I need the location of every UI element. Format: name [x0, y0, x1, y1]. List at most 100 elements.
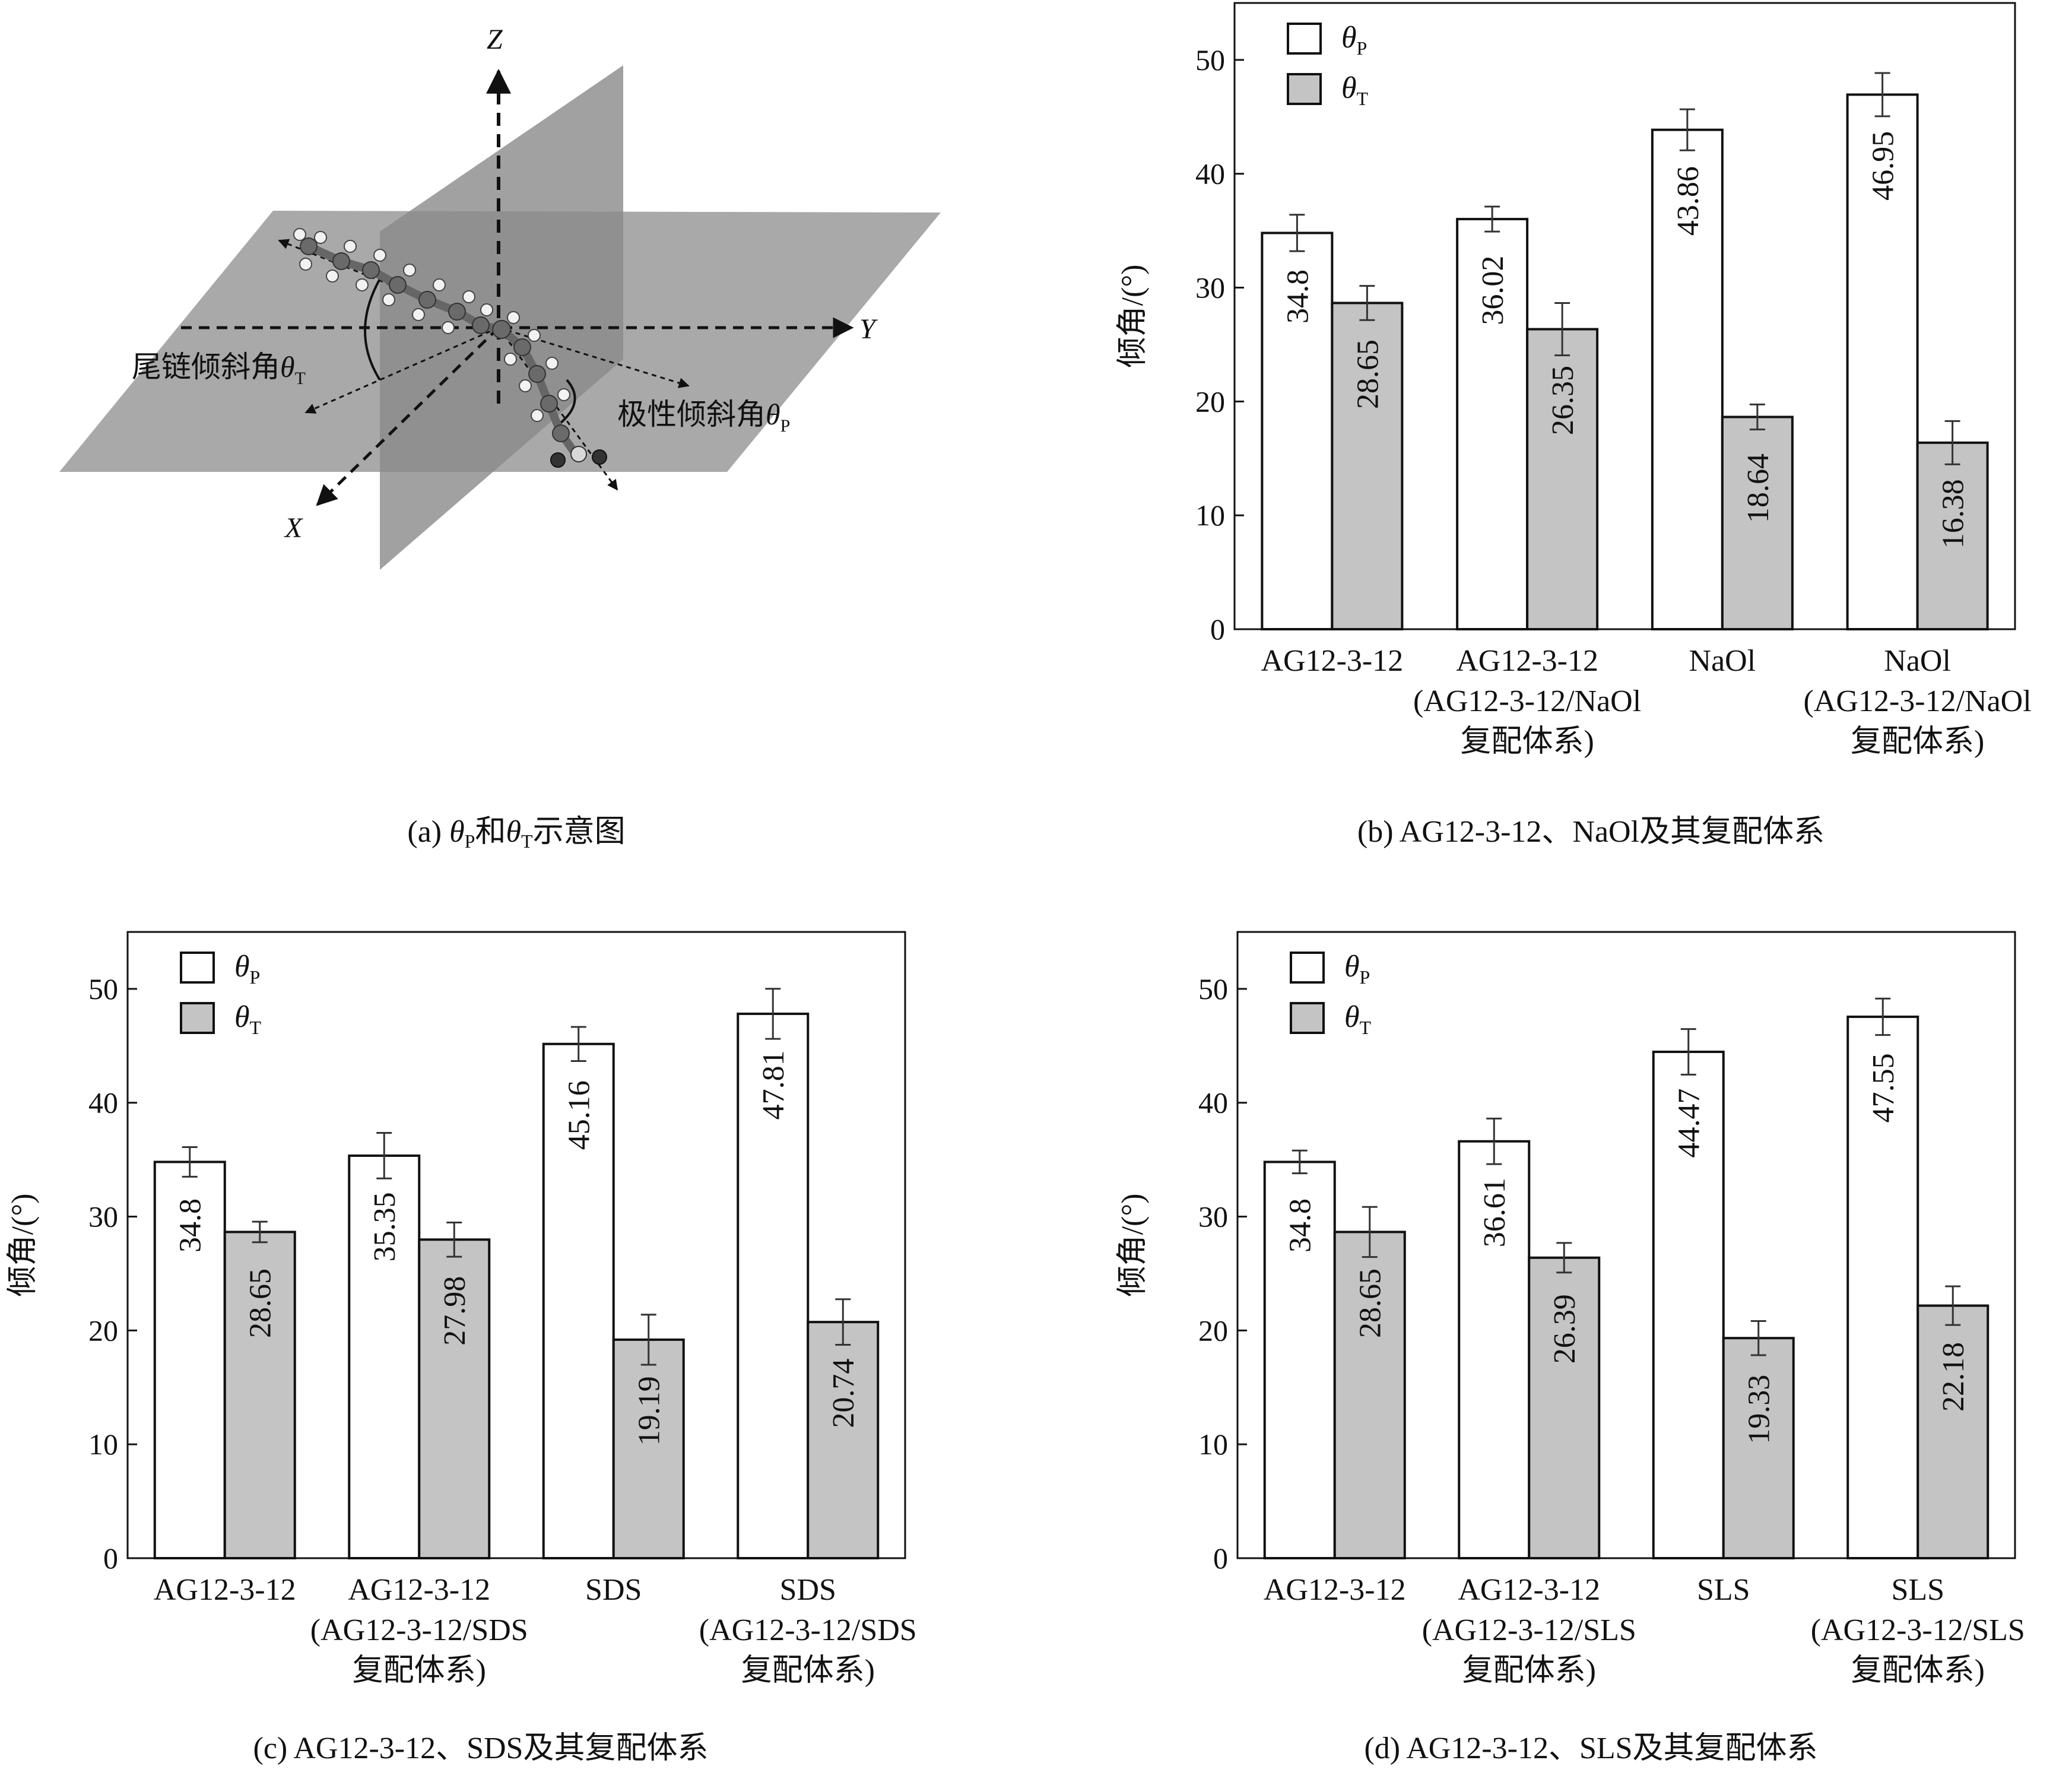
- data-label: 44.47: [1673, 1088, 1706, 1158]
- bar-theta-t: [612, 1338, 685, 1559]
- x-category-label: (AG12-3-12/SDS: [699, 1613, 917, 1647]
- bar-theta-p: [1456, 218, 1529, 630]
- y-tick-label: 40: [1198, 1086, 1228, 1120]
- caption-c: (c) AG12-3-12、SDS及其复配体系: [253, 1732, 709, 1765]
- x-category-label: AG12-3-12: [1456, 644, 1598, 678]
- x-category-label: 复配体系): [1462, 1654, 1596, 1688]
- data-label: 27.98: [438, 1276, 472, 1346]
- polar-direction-arrow: [497, 327, 618, 491]
- data-label: 16.38: [1937, 479, 1971, 548]
- data-label: 45.16: [563, 1080, 596, 1150]
- y-tick-label: 40: [1195, 157, 1225, 191]
- x-category-label: NaOl: [1884, 644, 1951, 678]
- x-category-label: SDS: [585, 1573, 642, 1607]
- y-tick-label: 10: [1198, 1428, 1228, 1461]
- y-tick-label: 10: [1195, 499, 1225, 532]
- bar-theta-t: [1722, 1337, 1795, 1559]
- bar-theta-p: [542, 1042, 615, 1559]
- y-tick-label: 40: [88, 1086, 118, 1120]
- axis-z-label: Z: [487, 24, 503, 55]
- y-tick-label: 30: [88, 1200, 118, 1233]
- x-category-label: (AG12-3-12/NaOl: [1413, 684, 1641, 718]
- data-label: 18.64: [1741, 454, 1775, 523]
- chart-panel-c: 0 10 20 30 40 50 倾角/(°) 34.8 28.65 AG12-3-12 35.35…: [6, 931, 917, 1688]
- data-label: 28.65: [1354, 1269, 1388, 1338]
- data-label: 46.95: [1867, 131, 1900, 201]
- data-label: 36.02: [1476, 256, 1510, 325]
- x-category-label: 复配体系): [741, 1654, 875, 1688]
- data-label: 19.33: [1743, 1375, 1776, 1444]
- chart-panel-d: 0 10 20 30 40 50 倾角/(°) 34.8 28.65 AG12-3-12 36.61…: [1116, 931, 2025, 1688]
- surfactant-molecule: [293, 228, 607, 468]
- bar-theta-t: [418, 1238, 491, 1559]
- bar-theta-t: [223, 1231, 296, 1559]
- y-tick-label: 50: [1198, 972, 1228, 1006]
- tail-tilt-label: 尾链倾斜角θT: [132, 350, 306, 388]
- polar-tilt-label: 极性倾斜角θP: [617, 398, 790, 436]
- y-tick-label: 10: [88, 1428, 118, 1461]
- x-category-label: AG12-3-12: [1261, 644, 1404, 678]
- x-category-label: SDS: [780, 1573, 836, 1607]
- legend-label: θT: [1341, 71, 1369, 109]
- bar-theta-p: [1652, 1050, 1725, 1559]
- data-label: 20.74: [827, 1359, 861, 1428]
- x-category-label: SLS: [1697, 1573, 1750, 1607]
- y-tick-label: 0: [103, 1542, 118, 1575]
- bar-theta-t: [807, 1321, 880, 1559]
- data-label: 43.86: [1671, 166, 1705, 236]
- x-category-label: AG12-3-12: [154, 1573, 296, 1607]
- caption-d: (d) AG12-3-12、SLS及其复配体系: [1364, 1732, 1818, 1765]
- plot-frame: [126, 931, 906, 1559]
- bar-theta-t: [1331, 302, 1404, 630]
- chart-panel-b: 0 10 20 30 40 50 倾角/(°) 34.8 28.65 AG12-3-12 36.02…: [1116, 2, 2032, 759]
- x-category-label: NaOl: [1689, 644, 1756, 678]
- x-category-label: (AG12-3-12/SDS: [310, 1613, 528, 1647]
- x-category-label: 复配体系): [353, 1654, 486, 1688]
- bar-theta-p: [1651, 128, 1724, 631]
- bar-theta-p: [348, 1154, 421, 1559]
- polar-angle-arc: [554, 379, 576, 429]
- data-label: 34.8: [1284, 1198, 1318, 1252]
- bar-theta-p: [1263, 1160, 1336, 1559]
- legend-swatch: [180, 952, 215, 984]
- y-axis-label: 倾角/(°): [6, 1194, 40, 1297]
- y-tick-label: 50: [88, 972, 118, 1006]
- y-tick-label: 20: [88, 1314, 118, 1347]
- legend-swatch: [1287, 23, 1322, 55]
- data-label: 28.65: [244, 1269, 278, 1338]
- y-tick-label: 30: [1195, 271, 1225, 305]
- tail-angle-arc: [364, 278, 381, 381]
- y-tick-label: 20: [1198, 1314, 1228, 1347]
- y-axis-label: 倾角/(°): [1116, 265, 1150, 368]
- data-label: 34.8: [174, 1198, 208, 1252]
- data-label: 36.61: [1478, 1178, 1512, 1247]
- x-category-label: (AG12-3-12/SLS: [1422, 1613, 1636, 1647]
- bar-theta-t: [1526, 328, 1599, 630]
- data-label: 34.8: [1281, 269, 1315, 324]
- legend-label: θT: [1344, 1000, 1372, 1038]
- schematic-diagram: Z Y X 尾链倾斜角θT 极性倾斜角θP: [59, 24, 941, 570]
- data-label: 47.55: [1867, 1053, 1900, 1122]
- axis-x-label: X: [284, 512, 303, 544]
- caption-b: (b) AG12-3-12、NaOl及其复配体系: [1357, 815, 1825, 849]
- x-category-label: SLS: [1891, 1573, 1944, 1607]
- bar-theta-p: [1261, 232, 1334, 630]
- x-category-label: (AG12-3-12/SLS: [1811, 1613, 2025, 1647]
- x-category-label: 复配体系): [1460, 725, 1594, 759]
- legend-label: θP: [234, 950, 260, 988]
- legend-label: θP: [1341, 21, 1367, 59]
- bar-theta-p: [1846, 1015, 1919, 1559]
- data-label: 19.19: [633, 1376, 667, 1445]
- polar-projection-arrow: [498, 326, 690, 388]
- legend-swatch: [1290, 1002, 1325, 1034]
- bar-theta-p: [1846, 93, 1919, 630]
- plot-frame: [1233, 2, 2016, 630]
- y-tick-label: 0: [1210, 613, 1225, 646]
- bar-theta-t: [1916, 441, 1989, 630]
- x-category-label: AG12-3-12: [1458, 1573, 1600, 1607]
- x-category-label: AG12-3-12: [1264, 1573, 1406, 1607]
- y-tick-label: 50: [1195, 43, 1225, 77]
- bar-theta-t: [1916, 1304, 1989, 1560]
- y-tick-label: 30: [1198, 1200, 1228, 1233]
